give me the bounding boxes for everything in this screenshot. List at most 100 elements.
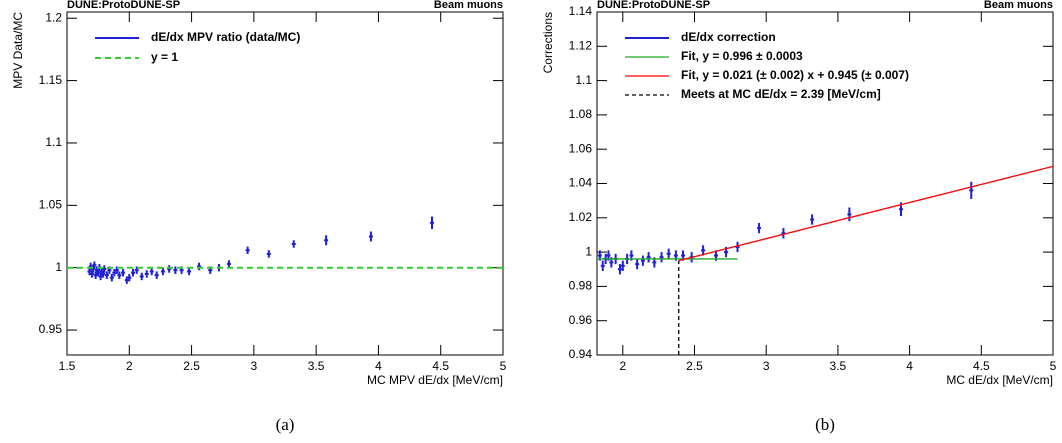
data-point <box>266 252 271 255</box>
y-tick-label: 1.04 <box>569 176 593 190</box>
data-point <box>114 269 119 272</box>
y-tick-label: 1.1 <box>45 135 62 149</box>
data-point <box>104 274 109 277</box>
data-point <box>735 245 740 248</box>
data-point <box>179 269 184 272</box>
data-point <box>245 249 250 252</box>
data-point <box>617 268 622 271</box>
data-point <box>681 254 686 257</box>
data-point <box>160 270 165 273</box>
data-point <box>208 269 213 272</box>
data-point <box>714 254 719 257</box>
x-tick-label: 4 <box>375 359 382 373</box>
data-point <box>167 267 172 270</box>
x-tick-label: 2 <box>126 359 133 373</box>
y-tick-label: 1.06 <box>569 141 593 155</box>
data-point <box>429 221 434 224</box>
data-point <box>899 208 903 211</box>
x-axis-label: MC dE/dx [MeV/cm] <box>946 373 1053 387</box>
y-tick-label: 0.94 <box>569 347 593 361</box>
data-point <box>640 259 645 262</box>
header-left: DUNE:ProtoDUNE-SP <box>67 0 180 11</box>
x-tick-label: 2.5 <box>183 359 200 373</box>
data-point <box>92 264 97 267</box>
header-right: Beam muons <box>434 0 503 11</box>
x-tick-label: 3.5 <box>308 359 325 373</box>
y-tick-label: 0.98 <box>569 279 593 293</box>
data-point <box>597 254 602 257</box>
y-tick-label: 1.02 <box>569 210 593 224</box>
data-point <box>724 251 729 254</box>
data-point <box>666 252 671 255</box>
x-tick-label: 1.5 <box>59 359 76 373</box>
caption: (b) <box>815 415 835 434</box>
data-point <box>609 261 614 264</box>
data-point <box>99 270 104 273</box>
x-axis-label: MC MPV dE/dx [MeV/cm] <box>367 373 503 387</box>
data-point <box>781 232 786 235</box>
data-point <box>600 264 605 267</box>
data-point <box>673 254 678 257</box>
y-axis-label: Corrections <box>541 12 555 73</box>
y-tick-label: 1 <box>55 260 62 274</box>
data-point <box>98 275 103 278</box>
x-tick-label: 5 <box>1050 359 1057 373</box>
data-point <box>96 271 101 274</box>
y-tick-label: 1.12 <box>569 38 593 52</box>
data-point <box>109 276 114 279</box>
data-point <box>646 256 651 259</box>
x-tick-label: 2.5 <box>686 359 703 373</box>
data-point <box>94 269 99 272</box>
header-right: Beam muons <box>984 0 1053 11</box>
data-point <box>112 271 117 274</box>
x-tick-label: 2 <box>619 359 626 373</box>
data-point <box>144 272 149 275</box>
y-tick-label: 1.08 <box>569 107 593 121</box>
x-tick-label: 3.5 <box>830 359 847 373</box>
data-point <box>635 263 640 266</box>
x-tick-label: 4.5 <box>973 359 990 373</box>
y-axis-label: MPV Data/MC <box>11 12 25 89</box>
legend-label: dE/dx MPV ratio (data/MC) <box>151 30 300 44</box>
plot-frame <box>66 11 504 356</box>
data-point <box>810 218 815 221</box>
y-tick-label: 1.2 <box>45 10 62 24</box>
caption: (a) <box>276 415 295 434</box>
x-tick-label: 3 <box>763 359 770 373</box>
data-point <box>93 274 98 277</box>
data-point <box>629 254 634 257</box>
data-point <box>620 264 625 267</box>
data-point <box>107 269 112 272</box>
data-point <box>659 256 664 259</box>
data-point <box>121 271 126 274</box>
data-point <box>102 267 107 270</box>
data-point <box>197 265 202 268</box>
y-tick-label: 1.1 <box>575 73 592 87</box>
y-tick-label: 1.15 <box>39 73 63 87</box>
data-point <box>154 274 159 277</box>
y-tick-label: 0.96 <box>569 313 593 327</box>
legend-label: Meets at MC dE/dx = 2.39 [MeV/cm] <box>681 87 881 101</box>
x-tick-label: 4.5 <box>432 359 449 373</box>
data-point <box>368 235 373 238</box>
data-point <box>117 274 122 277</box>
data-point <box>757 227 762 230</box>
data-point <box>124 279 129 282</box>
data-point <box>969 189 974 192</box>
data-point <box>88 265 93 268</box>
y-tick-label: 1 <box>585 244 592 258</box>
data-point <box>291 242 296 245</box>
data-point <box>652 261 657 264</box>
x-tick-label: 5 <box>500 359 507 373</box>
data-point <box>139 275 144 278</box>
y-tick-label: 1.05 <box>39 197 63 211</box>
y-tick-label: 0.95 <box>39 322 63 336</box>
data-point <box>701 249 706 252</box>
data-point <box>149 270 154 273</box>
data-point <box>847 213 852 216</box>
x-tick-label: 4 <box>906 359 913 373</box>
data-point <box>324 239 329 242</box>
data-point <box>89 272 94 275</box>
data-point <box>87 270 92 273</box>
